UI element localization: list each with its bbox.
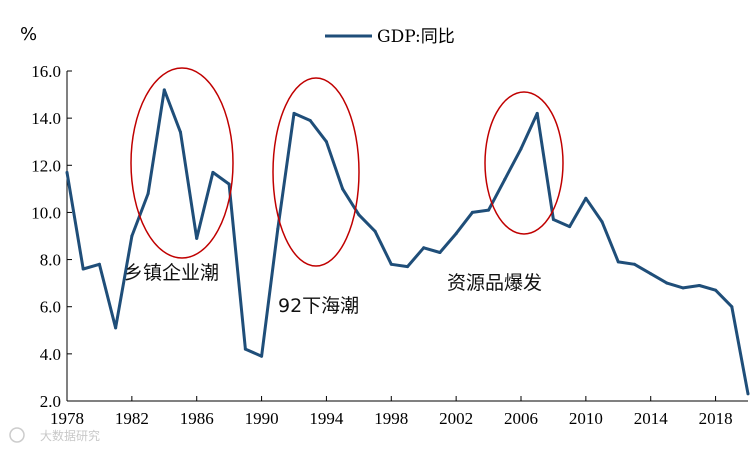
data-point — [130, 234, 134, 238]
y-tick-label: 16.0 — [31, 62, 61, 81]
data-point — [308, 119, 312, 122]
data-point — [730, 305, 734, 309]
data-point-group — [65, 88, 750, 396]
y-tick-label: 2.0 — [40, 392, 61, 411]
data-point — [568, 225, 572, 229]
data-point — [97, 262, 101, 266]
data-point — [179, 130, 182, 134]
data-point — [227, 182, 231, 186]
annotation-label-resources: 资源品爆发 — [447, 272, 542, 294]
x-tick-label: 2006 — [504, 409, 538, 428]
x-tick-label: 1994 — [309, 409, 344, 428]
data-point — [584, 196, 588, 200]
watermark: 大数据研究 — [9, 427, 100, 443]
x-tick-label: 1998 — [374, 409, 408, 428]
legend-label: GDP:同比 — [377, 27, 455, 47]
data-point — [681, 286, 685, 290]
data-point — [292, 111, 296, 115]
data-point — [600, 220, 604, 224]
y-unit-label: % — [20, 24, 37, 45]
watermark-text: 大数据研究 — [40, 428, 100, 443]
data-point — [438, 251, 442, 254]
x-tick-label: 2014 — [634, 409, 669, 428]
annotation-label-township: 乡镇企业潮 — [124, 262, 219, 284]
data-point — [746, 392, 750, 396]
data-point — [146, 192, 150, 196]
data-point — [373, 229, 377, 233]
x-tick-label: 1982 — [115, 409, 149, 428]
x-tick-label: 1986 — [180, 409, 214, 428]
y-tick-label: 4.0 — [40, 345, 61, 364]
data-point — [454, 232, 458, 236]
data-point — [211, 170, 215, 174]
annotation-label-1992: 92下海潮 — [278, 295, 359, 317]
data-point — [341, 187, 345, 191]
data-point — [81, 267, 85, 271]
annotation-circle-1 — [130, 67, 234, 259]
y-tick-label: 10.0 — [31, 203, 61, 222]
data-point — [276, 227, 280, 231]
data-point — [697, 284, 701, 287]
data-point — [503, 177, 507, 181]
data-point — [195, 236, 199, 240]
data-point — [649, 272, 653, 276]
y-tick-label: 12.0 — [31, 156, 61, 175]
y-tick-label: 14.0 — [31, 109, 61, 128]
y-tick-label: 8.0 — [40, 251, 61, 270]
data-point — [665, 281, 669, 285]
data-point — [519, 147, 523, 151]
data-point — [551, 218, 555, 221]
x-tick-label: 1990 — [245, 409, 279, 428]
data-point — [535, 111, 539, 115]
y-tick-group: 2.0 4.0 6.0 8.0 10.0 12.0 14.0 16.0 — [31, 62, 72, 411]
annotation-circle-3 — [484, 91, 564, 235]
data-point — [324, 140, 328, 144]
data-point — [357, 213, 361, 217]
x-tick-label: 1978 — [50, 409, 84, 428]
x-tick-label: 2002 — [439, 409, 473, 428]
data-point — [65, 170, 69, 174]
x-tick-group: 1978 1982 1986 1990 1994 1998 2002 2006 2010 2014… — [50, 396, 733, 428]
data-point — [470, 210, 474, 214]
data-point — [487, 208, 491, 212]
data-point — [616, 260, 620, 264]
annotation-circle-2 — [272, 77, 360, 267]
watermark-logo-icon — [9, 427, 25, 443]
data-point — [162, 88, 166, 92]
x-tick-label: 2010 — [569, 409, 603, 428]
data-point — [633, 262, 636, 266]
data-point — [114, 326, 118, 330]
y-tick-label: 6.0 — [40, 298, 61, 317]
data-point — [714, 288, 718, 292]
data-point — [389, 262, 393, 266]
x-tick-label: 2018 — [699, 409, 733, 428]
data-point — [243, 347, 247, 351]
data-point — [422, 246, 426, 250]
data-point — [406, 265, 409, 269]
data-point — [260, 354, 264, 358]
series-line-gdp — [65, 88, 750, 395]
